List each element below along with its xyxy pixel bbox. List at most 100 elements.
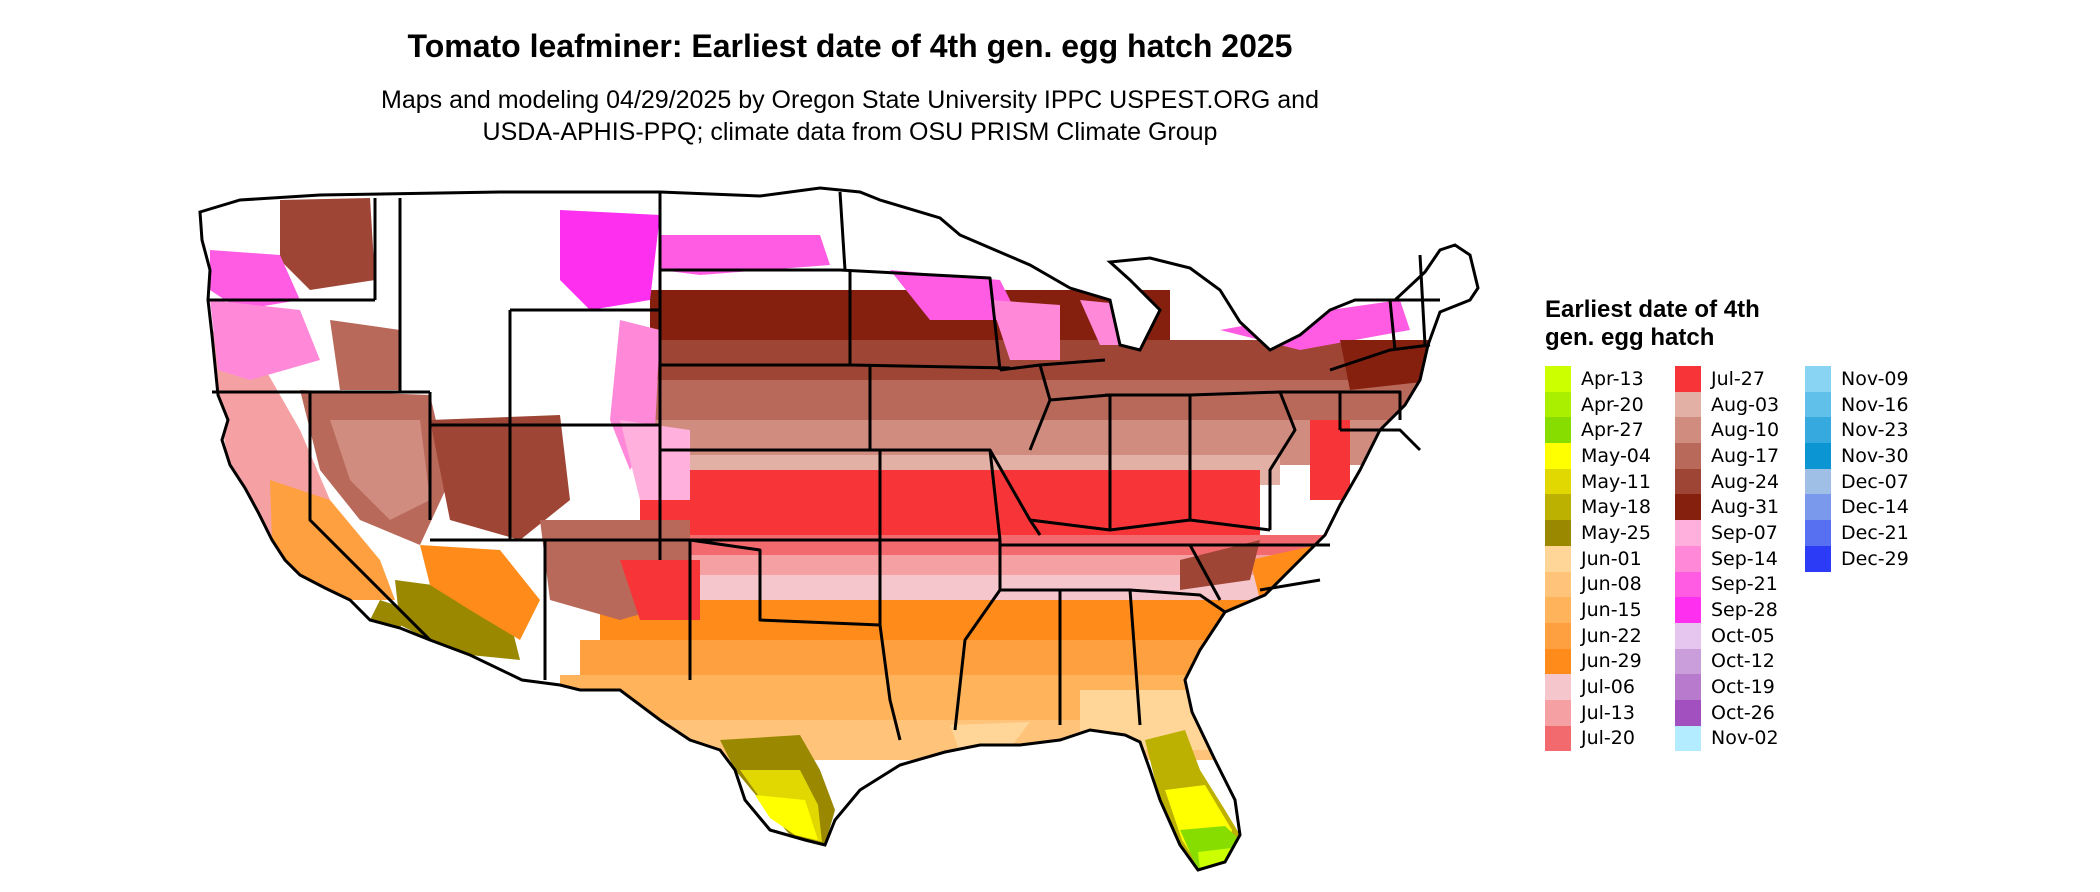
zone-ca-jun-22 xyxy=(270,480,395,600)
legend-item: Jun-01 xyxy=(1545,545,1675,572)
subtitle-line-2: USDA-APHIS-PPQ; climate data from OSU PR… xyxy=(482,118,1218,146)
legend-swatch xyxy=(1675,443,1701,469)
legend-label: Dec-21 xyxy=(1841,521,1909,544)
legend-item: Sep-14 xyxy=(1675,545,1805,572)
legend-item: Jun-08 xyxy=(1545,571,1675,598)
legend-title: Earliest date of 4th gen. egg hatch xyxy=(1545,296,1760,351)
legend-swatch xyxy=(1675,494,1701,521)
legend-swatch xyxy=(1545,494,1571,521)
zone-or-sep-14 xyxy=(210,300,320,380)
legend-item: Oct-26 xyxy=(1675,699,1805,726)
legend-item: Dec-07 xyxy=(1805,468,1935,495)
legend-label: Sep-14 xyxy=(1711,547,1778,570)
legend-label: Jun-15 xyxy=(1581,599,1642,622)
legend-label: Jul-13 xyxy=(1581,701,1635,724)
legend-label: Jul-20 xyxy=(1581,727,1635,750)
legend-item: Dec-21 xyxy=(1805,520,1935,546)
legend-swatch xyxy=(1545,468,1571,495)
legend-label: Dec-29 xyxy=(1841,547,1909,570)
legend-label: Dec-14 xyxy=(1841,496,1909,519)
legend-item: Jul-06 xyxy=(1545,674,1675,700)
legend-swatch xyxy=(1675,648,1701,675)
zone-co-sep-07 xyxy=(620,420,690,500)
zone-ca-may-25 xyxy=(370,600,410,628)
legend-label: Aug-24 xyxy=(1711,470,1780,493)
legend-label: May-04 xyxy=(1581,444,1651,467)
legend-item: May-04 xyxy=(1545,443,1675,469)
legend-swatch xyxy=(1675,699,1701,726)
legend-label: Sep-28 xyxy=(1711,599,1778,622)
legend-label: Nov-23 xyxy=(1841,419,1909,442)
legend-item: Sep-21 xyxy=(1675,571,1805,598)
legend-item: Jun-29 xyxy=(1545,648,1675,675)
zone-az-may-25 xyxy=(395,580,520,660)
legend-label: Dec-07 xyxy=(1841,470,1909,493)
legend-label: Nov-09 xyxy=(1841,367,1909,390)
legend-label: Nov-02 xyxy=(1711,727,1779,750)
legend-swatch xyxy=(1805,520,1831,546)
legend-label: Jun-29 xyxy=(1581,650,1642,673)
legend-item: Apr-27 xyxy=(1545,417,1675,444)
zone-mn-sep-21 xyxy=(890,270,1020,320)
legend-label: Aug-31 xyxy=(1711,496,1780,519)
legend-item: Aug-10 xyxy=(1675,417,1805,444)
zone-nd-sep-21 xyxy=(660,235,830,275)
legend-item: Sep-07 xyxy=(1675,520,1805,546)
legend-swatch xyxy=(1805,545,1831,572)
legend-swatch xyxy=(1805,468,1831,495)
legend-label: Sep-21 xyxy=(1711,573,1778,596)
subtitle-line-1: Maps and modeling 04/29/2025 by Oregon S… xyxy=(381,86,1319,114)
zone-az-jun-29 xyxy=(420,545,540,640)
legend-swatch xyxy=(1805,417,1831,444)
legend-swatch xyxy=(1545,391,1571,418)
legend-swatch xyxy=(1545,674,1571,700)
legend-label: Jun-01 xyxy=(1581,547,1642,570)
legend-swatch xyxy=(1675,545,1701,572)
legend-swatch xyxy=(1805,391,1831,418)
legend-swatch xyxy=(1545,417,1571,444)
legend-column: Apr-13 Apr-20 Apr-27 May-04 May-11 May-18 May-… xyxy=(1545,366,1675,752)
legend-swatch xyxy=(1545,622,1571,649)
legend-label: Apr-27 xyxy=(1581,419,1644,442)
legend-label: Nov-30 xyxy=(1841,444,1909,467)
legend-label: Nov-16 xyxy=(1841,393,1909,416)
legend-label: Sep-07 xyxy=(1711,521,1778,544)
legend-item: Jul-27 xyxy=(1675,366,1805,392)
legend-item: May-11 xyxy=(1545,468,1675,495)
zone-ne-aug-31 xyxy=(1340,340,1440,390)
legend-item: Nov-09 xyxy=(1805,366,1935,392)
legend-swatch xyxy=(1805,366,1831,392)
legend-item: Oct-05 xyxy=(1675,622,1805,649)
legend-swatch xyxy=(1675,571,1701,598)
egg-hatch-zones xyxy=(200,188,1478,870)
legend-swatch xyxy=(1545,648,1571,675)
legend-swatch xyxy=(1675,366,1701,392)
legend-item: Aug-17 xyxy=(1675,443,1805,469)
legend-swatch xyxy=(1675,725,1701,752)
legend-swatch xyxy=(1675,391,1701,418)
legend-item: Oct-12 xyxy=(1675,648,1805,675)
legend-label: Aug-03 xyxy=(1711,393,1780,416)
legend-swatch xyxy=(1545,366,1571,392)
legend-label: Oct-12 xyxy=(1711,650,1775,673)
legend-label: Jul-06 xyxy=(1581,676,1635,699)
legend-swatch xyxy=(1675,417,1701,444)
legend-swatch xyxy=(1545,520,1571,546)
legend-label: Apr-13 xyxy=(1581,367,1644,390)
legend-swatch xyxy=(1545,699,1571,726)
legend-swatch xyxy=(1545,443,1571,469)
legend-item: Oct-19 xyxy=(1675,674,1805,700)
legend-label: Jul-27 xyxy=(1711,367,1765,390)
legend-swatch xyxy=(1675,622,1701,649)
legend-swatch xyxy=(1675,597,1701,623)
legend-column: Nov-09 Nov-16 Nov-23 Nov-30 Dec-07 Dec-14 Dec-… xyxy=(1805,366,1935,751)
legend-label: Aug-17 xyxy=(1711,444,1780,467)
map-title: Tomato leafminer: Earliest date of 4th g… xyxy=(407,28,1293,64)
legend-swatch xyxy=(1675,520,1701,546)
legend-item: Jun-22 xyxy=(1545,622,1675,649)
zone-wa-sep-21 xyxy=(210,250,300,310)
zone-or-aug-17 xyxy=(330,320,400,390)
legend-item: Jun-15 xyxy=(1545,597,1675,623)
legend-item: May-25 xyxy=(1545,520,1675,546)
zone-wa-aug-24 xyxy=(280,198,375,290)
